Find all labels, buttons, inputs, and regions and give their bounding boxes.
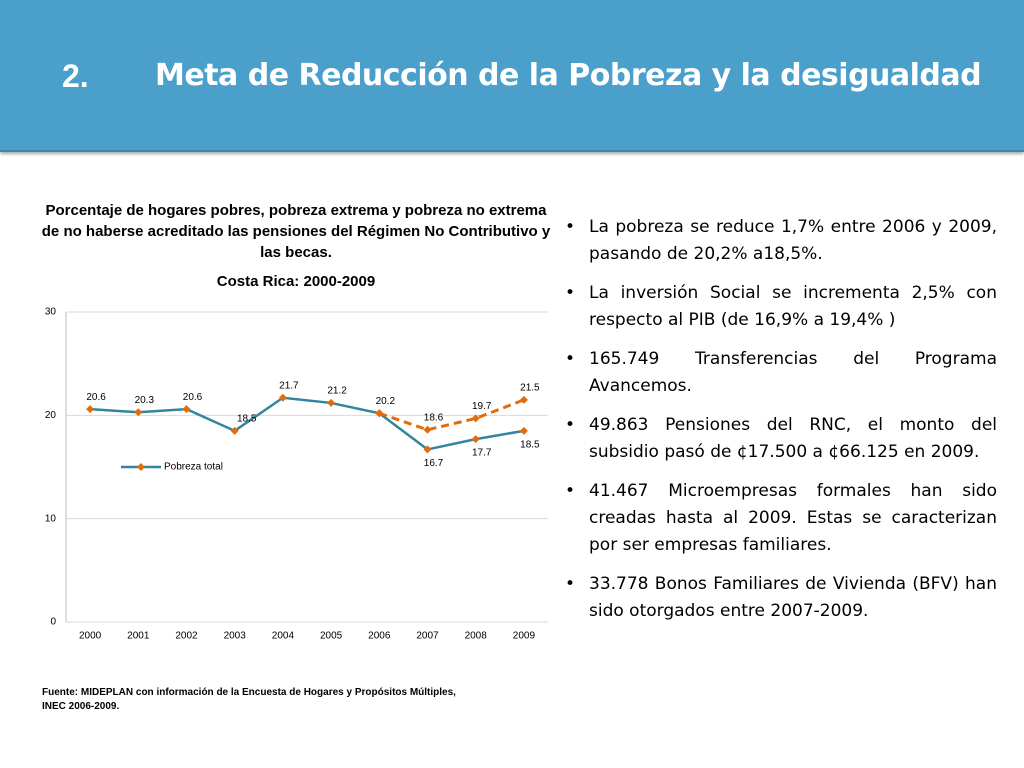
data-label: 20.3 bbox=[135, 395, 155, 406]
y-tick-label: 20 bbox=[45, 410, 57, 421]
data-label: 17.7 bbox=[472, 448, 492, 459]
x-tick-label: 2002 bbox=[175, 631, 198, 642]
data-label: 21.5 bbox=[520, 382, 540, 393]
data-label: 18.5 bbox=[520, 439, 540, 450]
data-label: 19.7 bbox=[472, 401, 492, 412]
data-label: 21.7 bbox=[279, 380, 299, 391]
x-tick-label: 2005 bbox=[320, 631, 343, 642]
data-label: 20.6 bbox=[183, 392, 203, 403]
data-label: 21.2 bbox=[327, 386, 347, 397]
x-tick-label: 2008 bbox=[465, 631, 488, 642]
bullet-text: 41.467 Microempresas formales han sido c… bbox=[589, 481, 997, 555]
bullet: • 41.467 Microempresas formales han sido … bbox=[565, 478, 997, 559]
x-tick-label: 2006 bbox=[368, 631, 391, 642]
bullet-text: La pobreza se reduce 1,7% entre 2006 y 2… bbox=[589, 217, 997, 264]
bullet-dot: • bbox=[565, 574, 576, 594]
data-label: 20.6 bbox=[86, 392, 106, 403]
x-tick-label: 2007 bbox=[416, 631, 439, 642]
x-tick-label: 2009 bbox=[513, 631, 536, 642]
slide-title: Meta de Reducción de la Pobreza y la des… bbox=[155, 58, 982, 93]
data-point bbox=[423, 425, 432, 434]
source-note: Fuente: MIDEPLAN con información de la E… bbox=[42, 687, 456, 712]
legend-label: Pobreza total bbox=[164, 462, 223, 473]
chart-subtitle: Costa Rica: 2000-2009 bbox=[216, 273, 376, 290]
data-label: 18.5 bbox=[237, 413, 257, 424]
bullet-text: 33.778 Bonos Familiares de Vivienda (BFV… bbox=[589, 574, 997, 621]
data-point bbox=[182, 405, 191, 414]
x-tick-label: 2001 bbox=[127, 631, 150, 642]
bullet-text: 165.749 Transferencias del Programa Avan… bbox=[589, 349, 997, 396]
data-point bbox=[86, 405, 95, 414]
bullet: • 165.749 Transferencias del Programa Ava… bbox=[565, 346, 997, 400]
bullet: • La inversión Social se incrementa 2,5% … bbox=[565, 280, 997, 334]
x-tick-label: 2003 bbox=[224, 631, 247, 642]
data-point bbox=[134, 408, 143, 417]
x-tick-label: 2004 bbox=[272, 631, 295, 642]
bullet: • 49.863 Pensiones del RNC, el monto del … bbox=[565, 412, 997, 466]
bullet-dot: • bbox=[565, 283, 576, 303]
y-tick-label: 0 bbox=[50, 617, 56, 628]
data-point bbox=[519, 395, 528, 404]
bullet-dot: • bbox=[565, 217, 576, 237]
bullet-list: • La pobreza se reduce 1,7% entre 2006 y … bbox=[565, 214, 997, 637]
header-band: 2. Meta de Reducción de la Pobreza y la … bbox=[0, 0, 1024, 152]
data-point bbox=[278, 393, 287, 402]
series-line bbox=[378, 398, 525, 432]
data-point bbox=[471, 414, 480, 423]
legend-marker bbox=[137, 463, 145, 471]
data-point bbox=[471, 435, 480, 444]
chart-title: Porcentaje de hogares pobres, pobreza ex… bbox=[41, 202, 551, 261]
bullet-dot: • bbox=[565, 415, 576, 435]
data-point bbox=[423, 445, 432, 454]
y-tick-label: 10 bbox=[45, 513, 57, 524]
bullet-text: La inversión Social se incrementa 2,5% c… bbox=[589, 283, 997, 330]
data-point bbox=[375, 409, 384, 418]
bullet: • 33.778 Bonos Familiares de Vivienda (BF… bbox=[565, 571, 997, 625]
bullet-text: 49.863 Pensiones del RNC, el monto del s… bbox=[589, 415, 997, 462]
x-tick-label: 2000 bbox=[79, 631, 102, 642]
bullet-dot: • bbox=[565, 481, 576, 501]
data-label: 16.7 bbox=[424, 458, 444, 469]
bullet-dot: • bbox=[565, 349, 576, 369]
y-tick-label: 30 bbox=[45, 307, 57, 318]
data-point bbox=[327, 398, 336, 407]
data-point bbox=[230, 426, 239, 435]
data-point bbox=[519, 426, 528, 435]
data-label: 20.2 bbox=[376, 396, 396, 407]
series-line bbox=[90, 396, 525, 451]
section-number: 2. bbox=[62, 58, 89, 94]
data-label: 18.6 bbox=[424, 412, 444, 423]
bullet: • La pobreza se reduce 1,7% entre 2006 y … bbox=[565, 214, 997, 268]
